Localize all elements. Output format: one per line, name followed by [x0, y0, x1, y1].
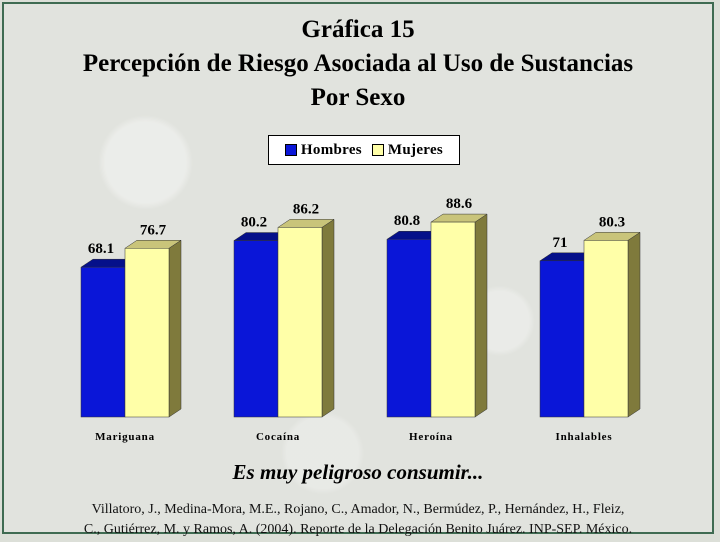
value-label-mujeres-inhalables: 80.3 [599, 214, 625, 230]
slide: Gráfica 15 Percepción de Riesgo Asociada… [2, 2, 714, 537]
category-label-3: Inhalables [556, 431, 613, 443]
chart-title-line-3: Por Sexo [310, 84, 406, 111]
legend-item-hombres: Hombres [284, 141, 362, 159]
category-label-2: Heroína [409, 431, 453, 443]
source-line-2: C., Gutiérrez, M. y Ramos, A. (2004). Re… [83, 522, 633, 537]
value-label-hombres-cocaina: 80.2 [241, 215, 267, 231]
bar-hombres-mariguana [80, 266, 126, 418]
chart-caption: Es muy peligroso consumir... [232, 460, 484, 484]
value-label-mujeres-heroina: 88.6 [446, 196, 473, 212]
legend-item-mujeres: Mujeres [371, 141, 444, 159]
bar-hombres-heroina [386, 238, 432, 418]
source-line-1: Villatoro, J., Medina-Mora, M.E., Rojano… [91, 502, 625, 517]
value-label-mujeres-mariguana: 76.7 [140, 222, 167, 238]
category-label-0: Mariguana [95, 431, 155, 443]
bar-mujeres-cocaina [277, 227, 323, 418]
bar-mujeres-inhalables [583, 240, 629, 418]
category-label-1: Cocaína [256, 431, 300, 443]
chart-title-line-1: Gráfica 15 [301, 16, 415, 43]
value-label-hombres-inhalables: 71 [553, 235, 568, 251]
chart-title-line-2: Percepción de Riesgo Asociada al Uso de … [82, 50, 634, 77]
legend-swatch-hombres [284, 144, 297, 156]
bar-hombres-inhalables [539, 260, 585, 418]
value-label-hombres-heroina: 80.8 [394, 213, 420, 229]
legend-swatch-mujeres [371, 144, 384, 156]
bar-side-mujeres-mariguana [168, 239, 182, 418]
bar-mujeres-heroina [430, 221, 476, 418]
chart-legend: Hombres Mujeres [268, 135, 460, 165]
bar-side-mujeres-heroina [474, 213, 488, 418]
bar-side-mujeres-inhalables [627, 231, 641, 418]
source-citation: Villatoro, J., Medina-Mora, M.E., Rojano… [4, 500, 712, 540]
legend-label-hombres: Hombres [300, 141, 362, 158]
bar-chart: 68.1 76.7 Mariguana 80.2 86.2 Cocaína 80.8 88.6… [80, 196, 641, 443]
bar-hombres-cocaina [233, 240, 279, 418]
value-label-hombres-mariguana: 68.1 [88, 241, 114, 257]
value-label-mujeres-cocaina: 86.2 [293, 201, 319, 217]
legend-label-mujeres: Mujeres [387, 141, 444, 158]
bar-mujeres-mariguana [124, 248, 170, 418]
bar-side-mujeres-cocaina [321, 218, 335, 418]
